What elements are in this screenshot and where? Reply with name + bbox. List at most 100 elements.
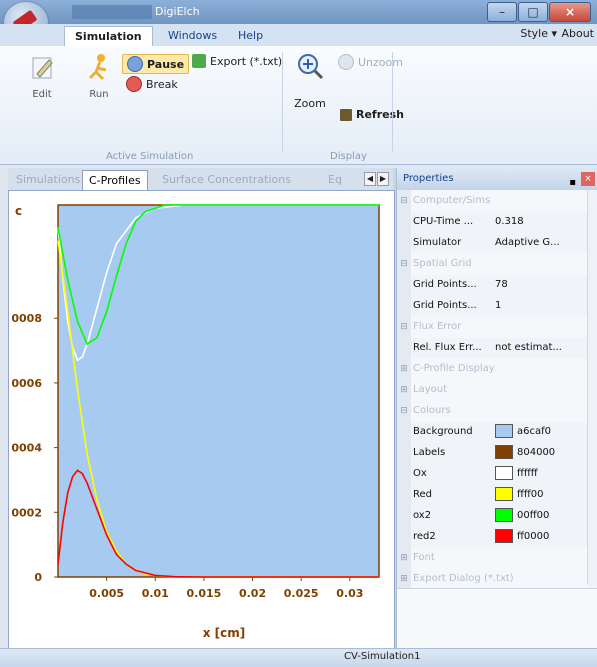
expand-collapse-icon[interactable]: ⊟ (397, 253, 411, 275)
property-category[interactable]: ⊞ Export Dialog (*.txt) (397, 568, 587, 590)
property-row[interactable]: ox2 00ff00 (397, 505, 587, 527)
pin-icon[interactable]: ▪ (569, 177, 576, 188)
property-category[interactable]: ⊟ Spatial Grid (397, 253, 587, 275)
expand-collapse-icon[interactable]: ⊟ (397, 400, 411, 422)
expand-collapse-icon[interactable]: ⊞ (397, 379, 411, 401)
pause-label: Pause (147, 57, 185, 71)
color-swatch[interactable] (495, 424, 513, 438)
property-row[interactable]: Ox ffffff (397, 463, 587, 485)
property-category-label: Layout (413, 384, 447, 395)
property-value[interactable]: ff0000 (495, 526, 587, 548)
expand-collapse-icon[interactable]: ⊞ (397, 547, 411, 569)
property-value[interactable]: 78 (495, 274, 587, 296)
color-swatch[interactable] (495, 487, 513, 501)
unzoom-button[interactable]: Unzoom (338, 54, 403, 70)
property-category-label: Flux Error (413, 321, 462, 332)
property-category[interactable]: ⊟ Flux Error (397, 316, 587, 338)
properties-scrollbar[interactable] (587, 190, 597, 584)
maximize-button[interactable]: □ (518, 2, 548, 22)
property-value[interactable]: a6caf0 (495, 421, 587, 443)
property-row[interactable]: Background a6caf0 (397, 421, 587, 443)
property-value[interactable]: 804000 (495, 442, 587, 464)
property-value[interactable]: ffffff (495, 463, 587, 485)
edit-button[interactable]: Edit (24, 52, 60, 100)
color-swatch[interactable] (495, 466, 513, 480)
x-tick-label: 0.02 (239, 587, 266, 600)
property-row[interactable]: Rel. Flux Err... not estimat... (397, 337, 587, 359)
property-category-label: Computer/Sims (413, 195, 491, 206)
run-button[interactable]: Run (82, 52, 116, 100)
tab-scroll-left-button[interactable]: ◀ (364, 172, 376, 186)
tab-scroll-right-button[interactable]: ▶ (377, 172, 389, 186)
property-value-text: ffff00 (517, 489, 544, 500)
property-value[interactable]: 00ff00 (495, 505, 587, 527)
close-icon[interactable]: × (581, 172, 595, 186)
property-name: Grid Points... (413, 300, 477, 311)
property-value[interactable]: ffff00 (495, 484, 587, 506)
about-menu[interactable]: About (561, 27, 594, 40)
property-value-text: ff0000 (517, 531, 550, 542)
zoom-label: Zoom (294, 97, 326, 110)
property-value[interactable]: 0.318 (495, 211, 587, 233)
property-value-text: ffffff (517, 468, 538, 479)
property-value-text: 0.318 (495, 216, 524, 227)
property-row[interactable]: Grid Points... 1 (397, 295, 587, 317)
property-row[interactable]: Grid Points... 78 (397, 274, 587, 296)
x-tick-label: 0.005 (89, 587, 124, 600)
color-swatch[interactable] (495, 529, 513, 543)
series-line-2 (57, 204, 379, 346)
property-category[interactable]: ⊞ Font (397, 547, 587, 569)
zoom-button[interactable]: Zoom (290, 52, 330, 110)
color-swatch[interactable] (495, 445, 513, 459)
property-name: ox2 (413, 510, 432, 521)
property-row[interactable]: Red ffff00 (397, 484, 587, 506)
property-category-label: C-Profile Display (413, 363, 495, 374)
export-button[interactable]: Export (*.txt) (192, 54, 282, 68)
y-tick-label: 0006 (11, 377, 42, 390)
unzoom-label: Unzoom (358, 55, 403, 69)
property-category[interactable]: ⊞ C-Profile Display (397, 358, 587, 380)
tab-help[interactable]: Help (238, 29, 264, 42)
tab-eq[interactable]: Eq (328, 173, 342, 186)
property-row[interactable]: Simulator Adaptive G... (397, 232, 587, 254)
property-value[interactable]: not estimat... (495, 337, 587, 359)
property-category[interactable]: ⊟ Computer/Sims (397, 190, 587, 212)
expand-collapse-icon[interactable]: ⊞ (397, 568, 411, 590)
row-gutter (397, 295, 411, 317)
tab-windows[interactable]: Windows (168, 29, 218, 42)
style-menu[interactable]: Style ▾ (520, 27, 557, 40)
expand-collapse-icon[interactable]: ⊞ (397, 358, 411, 380)
property-value[interactable]: Adaptive G... (495, 232, 587, 254)
property-category[interactable]: ⊞ Layout (397, 379, 587, 401)
property-value-text: 1 (495, 300, 502, 311)
zoom-icon (298, 54, 324, 80)
quick-access-toolbar[interactable] (72, 5, 152, 19)
x-tick-label: 0.025 (284, 587, 319, 600)
plot-background (57, 204, 380, 578)
property-row[interactable]: red2 ff0000 (397, 526, 587, 548)
property-name: Labels (413, 447, 446, 458)
tab-surface-concentrations[interactable]: Surface Concentrations (162, 173, 291, 186)
expand-collapse-icon[interactable]: ⊟ (397, 190, 411, 212)
property-category[interactable]: ⊟ Colours (397, 400, 587, 422)
tab-simulation[interactable]: Simulation (64, 26, 153, 47)
tab-c-profiles[interactable]: C-Profiles (82, 170, 148, 191)
status-bar: CV-Simulation1 (0, 648, 597, 667)
property-value-text: not estimat... (495, 342, 562, 353)
refresh-button[interactable]: Refresh (340, 108, 404, 121)
minimize-button[interactable]: – (487, 2, 517, 22)
pause-icon (127, 56, 143, 72)
close-button[interactable]: × (549, 2, 591, 22)
property-value[interactable]: 1 (495, 295, 587, 317)
status-text: CV-Simulation1 (344, 651, 421, 662)
pause-button[interactable]: Pause (122, 54, 190, 74)
color-swatch[interactable] (495, 508, 513, 522)
export-icon (192, 54, 206, 68)
expand-collapse-icon[interactable]: ⊟ (397, 316, 411, 338)
property-row[interactable]: CPU-Time ... 0.318 (397, 211, 587, 233)
break-button[interactable]: Break (126, 76, 178, 92)
property-row[interactable]: Labels 804000 (397, 442, 587, 464)
group-label-display: Display (330, 151, 367, 162)
properties-panel: Properties ▪ × ⊟ Computer/Sims CPU-Time ..… (396, 168, 597, 649)
tab-simulations[interactable]: Simulations (16, 173, 81, 186)
